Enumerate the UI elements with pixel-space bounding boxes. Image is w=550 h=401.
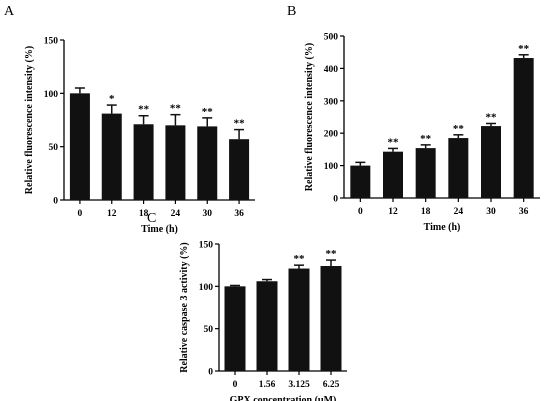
x-tick-label: 12 [107, 209, 117, 219]
y-axis-title: Relative fluorescence intensity (%) [24, 46, 35, 194]
significance-mark: ** [486, 111, 498, 123]
bar [101, 113, 122, 200]
x-tick-label: 3.125 [288, 380, 310, 390]
panel-a: A 0 50 100 150 0 12 * 18 ** 24 ** 30 ** 36 ** Time (h) R… [4, 4, 255, 235]
bar [288, 268, 310, 371]
y-tick-label: 100 [324, 162, 339, 172]
bar [350, 165, 371, 198]
bar [229, 139, 250, 200]
y-tick-label: 100 [199, 283, 214, 293]
bar [165, 125, 186, 200]
y-tick-label: 500 [324, 33, 339, 43]
significance-mark: ** [170, 103, 182, 115]
y-tick-label: 300 [324, 97, 339, 107]
panel-b: B 0 100 200 300 400 500 0 12 ** 18 ** 24 ** 30 ** 36 ** T… [287, 4, 540, 233]
significance-mark: * [109, 93, 115, 105]
significance-mark: ** [202, 106, 214, 118]
bar [481, 126, 501, 198]
y-axis-title: Relative caspase 3 activity (%) [179, 242, 190, 373]
bar [69, 93, 90, 200]
panel-c-letter: C [147, 211, 156, 226]
panel-a-letter: A [4, 4, 15, 19]
bar [383, 151, 403, 198]
x-tick-label: 0 [78, 209, 83, 219]
bar [133, 124, 154, 200]
panel-c: C 0 50 100 150 0 1.56 3.125 ** 6.25 ** GPX concent… [147, 211, 347, 401]
x-tick-label: 12 [388, 207, 398, 217]
x-tick-label: 24 [454, 207, 464, 217]
y-tick-label: 50 [49, 143, 59, 153]
x-axis-title: GPX concentration (μM) [230, 395, 337, 401]
y-tick-label: 0 [208, 368, 213, 378]
x-tick-label: 0 [233, 380, 238, 390]
y-tick-label: 400 [324, 65, 339, 75]
y-tick-label: 0 [53, 197, 58, 207]
y-tick-label: 100 [44, 90, 59, 100]
x-axis-title: Time (h) [424, 222, 461, 233]
x-tick-label: 1.56 [259, 380, 276, 390]
x-tick-label: 24 [171, 209, 181, 219]
bar [197, 126, 218, 200]
y-tick-label: 50 [204, 325, 214, 335]
y-axis-title: Relative fluorescence intensity (%) [304, 43, 315, 191]
significance-mark: ** [138, 104, 150, 116]
y-tick-label: 200 [324, 130, 339, 140]
y-tick-label: 150 [44, 37, 59, 47]
significance-mark: ** [326, 248, 338, 260]
y-tick-label: 150 [199, 241, 214, 251]
panel-b-letter: B [287, 4, 296, 19]
significance-mark: ** [388, 136, 400, 148]
significance-mark: ** [453, 123, 465, 135]
x-tick-label: 6.25 [323, 380, 340, 390]
bar [513, 58, 534, 199]
x-tick-label: 36 [519, 207, 529, 217]
bar [320, 266, 342, 371]
significance-mark: ** [234, 118, 246, 130]
x-tick-label: 0 [358, 207, 363, 217]
x-tick-label: 30 [203, 209, 213, 219]
significance-mark: ** [294, 253, 306, 265]
significance-mark: ** [518, 43, 530, 55]
bar [256, 281, 278, 371]
bar [448, 138, 469, 198]
x-tick-label: 18 [421, 207, 431, 217]
x-tick-label: 30 [486, 207, 496, 217]
y-tick-label: 0 [333, 195, 338, 205]
bar [224, 286, 246, 371]
x-tick-label: 18 [139, 209, 149, 219]
x-tick-label: 36 [234, 209, 244, 219]
significance-mark: ** [420, 133, 432, 145]
bar [415, 148, 436, 198]
x-axis-title: Time (h) [141, 224, 178, 235]
